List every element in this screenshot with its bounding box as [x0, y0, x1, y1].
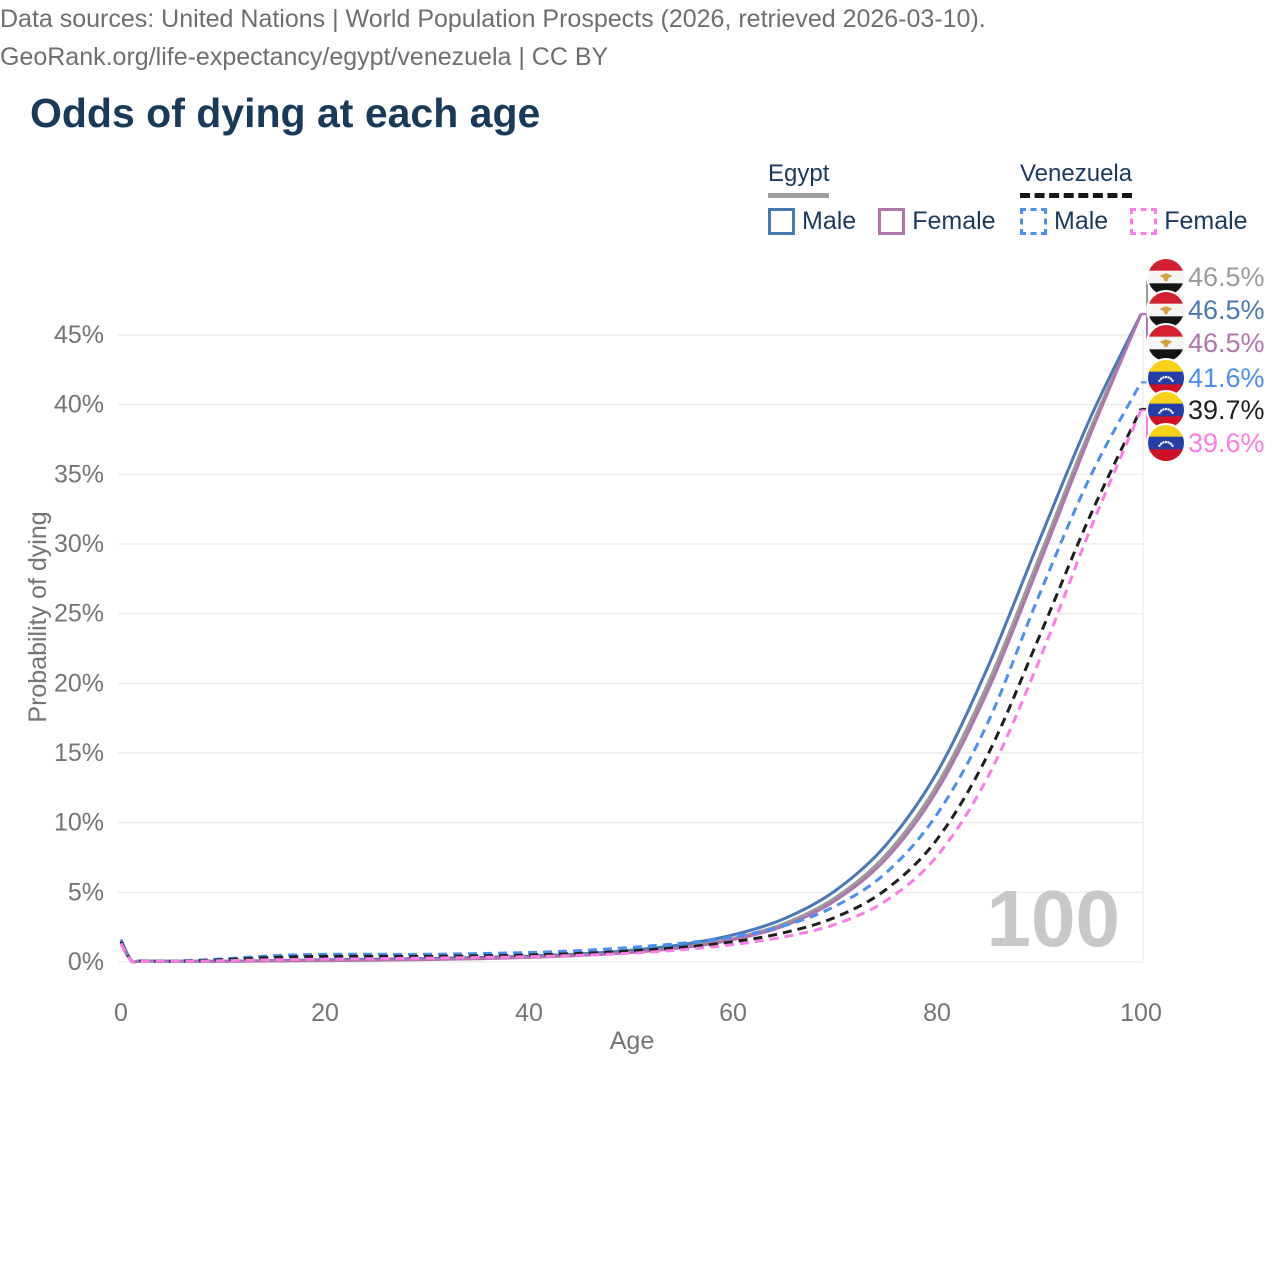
legend-item-venezuela-male[interactable]: Male [1020, 207, 1108, 236]
y-tick-label: 40% [54, 391, 104, 419]
footer-line-sources: Data sources: United Nations | World Pop… [0, 5, 986, 33]
age-cursor-watermark: 100 [987, 874, 1120, 963]
y-axis-title: Probability of dying [24, 511, 52, 722]
data-source-footer: Data sources: United Nations | World Pop… [0, 0, 1280, 76]
legend-label: Female [912, 207, 996, 235]
flag-egypt-icon [1147, 258, 1185, 296]
x-tick-label: 40 [515, 999, 543, 1027]
y-tick-label: 5% [68, 878, 104, 906]
series-line-venezuela-female [119, 409, 1143, 964]
x-tick-label: 100 [1120, 999, 1162, 1027]
legend-item-egypt-female[interactable]: Female [878, 207, 996, 236]
end-value-label: 46.5% [1188, 295, 1265, 325]
series-line-egypt-male [119, 313, 1143, 964]
y-tick-label: 10% [54, 809, 104, 837]
y-tick-label: 0% [68, 948, 104, 976]
legend-group-venezuela: Venezuela Male Female [1020, 160, 1248, 236]
end-value-label: 46.5% [1188, 262, 1265, 292]
y-tick-label: 45% [54, 321, 104, 349]
x-tick-label: 0 [114, 999, 128, 1027]
legend-item-venezuela-female[interactable]: Female [1130, 207, 1248, 236]
flag-venezuela-icon [1147, 424, 1185, 462]
series-line-venezuela-male [119, 381, 1143, 964]
legend-label: Male [802, 207, 857, 235]
end-value-label: 46.5% [1188, 328, 1265, 358]
footer-line-attribution: GeoRank.org/life-expectancy/egypt/venezu… [0, 43, 609, 71]
legend-country-venezuela: Venezuela [1020, 160, 1133, 198]
venezuela-female-swatch-icon [1130, 208, 1158, 235]
series-line-egypt-female [119, 313, 1143, 964]
y-tick-label: 35% [54, 460, 104, 488]
legend-items-egypt: Male Female [768, 207, 996, 236]
flag-ring [1146, 423, 1186, 463]
y-tick-label: 15% [54, 739, 104, 767]
flag-egypt-icon [1147, 324, 1185, 362]
legend-label: Female [1164, 207, 1248, 235]
y-tick-label: 30% [54, 530, 104, 558]
end-value-label: 39.6% [1188, 428, 1265, 458]
x-axis-title: Age [610, 1027, 654, 1055]
legend-label: Male [1054, 207, 1109, 235]
egypt-male-swatch-icon [768, 208, 795, 235]
end-value-label: 39.7% [1188, 395, 1265, 425]
legend-country-egypt: Egypt [768, 160, 830, 198]
x-tick-label: 80 [923, 999, 951, 1027]
x-tick-label: 60 [719, 999, 747, 1027]
y-tick-label: 20% [54, 669, 104, 697]
y-tick-label: 25% [54, 600, 104, 628]
x-tick-label: 20 [311, 999, 339, 1027]
legend-group-egypt: Egypt Male Female [768, 160, 996, 236]
page-title: Odds of dying at each age [30, 90, 541, 136]
end-value-label: 41.6% [1188, 363, 1265, 393]
egypt-female-swatch-icon [878, 208, 906, 235]
legend-items-venezuela: Male Female [1020, 207, 1248, 236]
series-line-egypt-combined [119, 313, 1143, 964]
legend-item-egypt-male[interactable]: Male [768, 207, 856, 236]
venezuela-male-swatch-icon [1020, 208, 1047, 235]
